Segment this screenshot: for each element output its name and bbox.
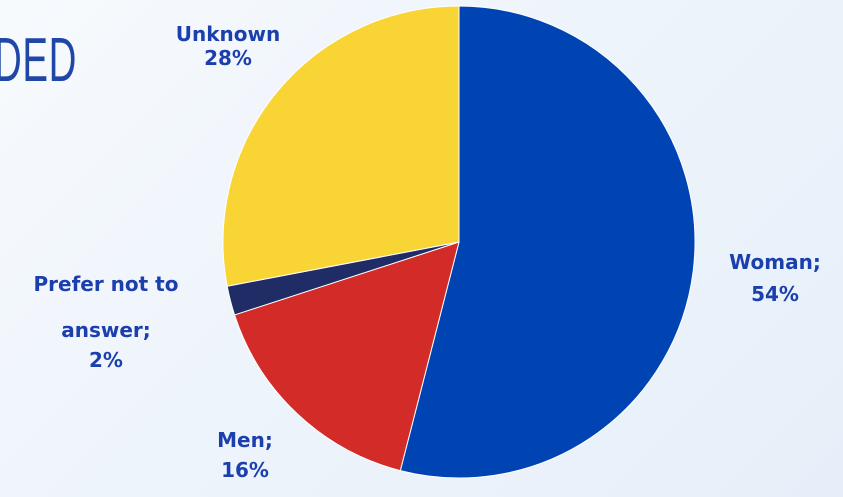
label-men-name: Men; (217, 428, 273, 452)
label-men-pct: 16% (221, 458, 269, 482)
label-unknown-pct: 28% (204, 46, 252, 70)
label-woman: Woman; 54% (700, 250, 843, 306)
pie-slice-woman (399, 5, 696, 479)
label-men: Men; 16% (180, 428, 310, 482)
label-unknown-name: Unknown (175, 22, 281, 46)
label-prefer-line1: Prefer not to (33, 272, 179, 296)
label-prefer-not-to-answer: Prefer not to answer; 2% (6, 272, 206, 372)
label-woman-pct: 54% (751, 282, 799, 306)
label-prefer-line2: answer; (61, 318, 151, 342)
page-heading-fragment: DED (0, 26, 78, 95)
label-prefer-pct: 2% (89, 348, 123, 372)
pie-slice-unknown (222, 5, 460, 287)
label-woman-name: Woman; (729, 250, 821, 274)
label-unknown: Unknown 28% (143, 22, 313, 70)
pie-slice-men (233, 241, 460, 472)
